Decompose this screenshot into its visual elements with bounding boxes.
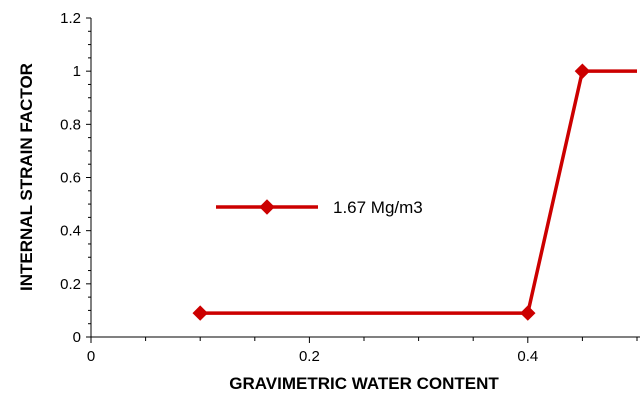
x-tick-label: 0.2 [299,348,320,365]
x-axis-title: GRAVIMETRIC WATER CONTENT [229,374,499,393]
legend: 1.67 Mg/m3 [216,198,423,217]
series-layer [192,63,637,321]
y-tick-label: 1 [73,63,81,80]
y-tick-label: 0.6 [60,170,81,187]
x-tick-label: 0.4 [517,348,538,365]
y-axis-title: INTERNAL STRAIN FACTOR [17,63,36,291]
x-tick-label: 0 [87,348,95,365]
y-tick-label: 0 [73,329,81,346]
data-point-marker [574,63,591,79]
y-tick-label: 0.4 [60,223,81,240]
legend-marker [259,199,275,215]
y-tick-label: 0.8 [60,116,81,133]
series-line [200,69,637,315]
data-point-marker [192,305,208,321]
legend-label: 1.67 Mg/m3 [333,198,423,217]
y-tick-label: 0.2 [60,276,81,293]
axis-ticks: 0 0.2 0.4 0.6 0.8 1 1.2 0 0.2 0.4 [60,10,638,365]
y-tick-label: 1.2 [60,10,81,27]
data-point-marker [520,305,536,321]
